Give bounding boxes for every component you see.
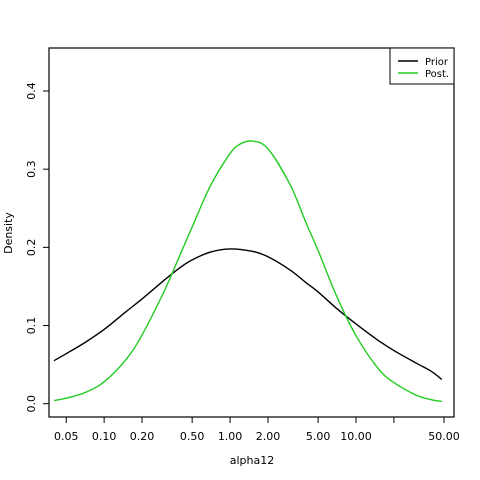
x-tick-label: 10.00 — [340, 430, 372, 443]
x-tick-label: 0.20 — [130, 430, 155, 443]
y-axis-title: Density — [2, 212, 15, 254]
y-tick-label: 0.4 — [25, 82, 38, 100]
series-lines — [53, 140, 443, 403]
x-tick-label: 5.00 — [306, 430, 331, 443]
legend-box — [389, 47, 455, 85]
legend-label-prior: Prior — [425, 57, 449, 68]
y-axis: 0.0 0.1 0.2 0.3 0.4 — [25, 82, 49, 412]
x-tick-label: 0.50 — [180, 430, 205, 443]
plot-frame — [48, 47, 455, 418]
series-line-prior — [53, 248, 443, 381]
x-tick-label: 2.00 — [256, 430, 281, 443]
x-axis-title: alpha12 — [230, 454, 275, 467]
y-tick-label: 0.1 — [25, 317, 38, 335]
x-axis: 0.05 0.10 0.20 0.50 1.00 2.00 5.00 10.00 50.00 — [54, 417, 460, 443]
y-tick-label: 0.2 — [25, 239, 38, 257]
y-tick-label: 0.3 — [25, 160, 38, 178]
x-tick-label: 0.10 — [92, 430, 117, 443]
x-tick-label: 1.00 — [218, 430, 243, 443]
x-tick-label: 0.05 — [54, 430, 79, 443]
legend-label-post: Post. — [425, 69, 449, 80]
y-tick-label: 0.0 — [25, 395, 38, 413]
legend: Prior Post. — [389, 47, 455, 85]
x-tick-label: 50.00 — [428, 430, 460, 443]
series-line-post — [53, 140, 442, 403]
